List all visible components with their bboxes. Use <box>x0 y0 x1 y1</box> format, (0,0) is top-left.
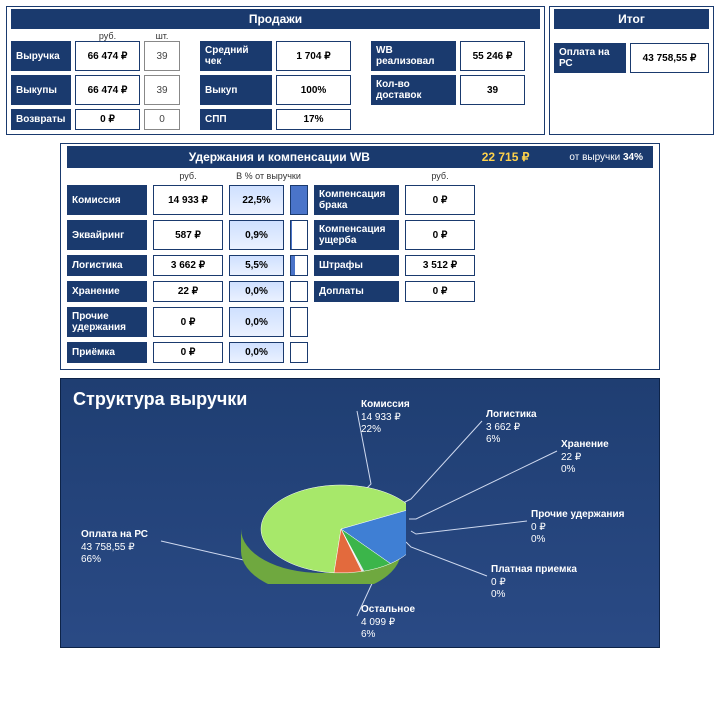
pie-callout: Платная приемка0 ₽0% <box>491 564 577 602</box>
ded-rub: 14 933 ₽ <box>153 185 223 215</box>
sales-right-val: 39 <box>460 75 525 105</box>
totals-title: Итог <box>554 9 709 29</box>
pie-callout: Оплата на РС43 758,55 ₽66% <box>81 529 148 567</box>
ded-bar <box>290 255 308 276</box>
ded-pct: 0,0% <box>229 281 284 302</box>
ded-title: Удержания и компенсации WB <box>77 150 482 164</box>
pie-callout: Хранение22 ₽0% <box>561 439 609 477</box>
totals-label: Оплата на РС <box>554 43 626 73</box>
sales-mid-label: СПП <box>200 109 272 130</box>
sales-row-label: Возвраты <box>11 109 71 130</box>
ded-label: Приёмка <box>67 342 147 363</box>
ded-pct: 0,9% <box>229 220 284 250</box>
ded-bar <box>290 220 308 250</box>
ded-total: 22 715 ₽ <box>482 150 530 164</box>
sales-row-label: Выручка <box>11 41 71 71</box>
sales-rub: 0 ₽ <box>75 109 140 130</box>
pie-callout: Логистика3 662 ₽6% <box>486 409 537 447</box>
ded-rub: 22 ₽ <box>153 281 223 302</box>
sales-row-label: Выкупы <box>11 75 71 105</box>
ded-label: Хранение <box>67 281 147 302</box>
deductions-section: Удержания и компенсации WB 22 715 ₽ от в… <box>60 143 660 370</box>
sales-mid-label: Средний чек <box>200 41 272 71</box>
ded-label: Эквайринг <box>67 220 147 250</box>
ded-bar <box>290 281 308 302</box>
col-qty: шт. <box>144 31 180 41</box>
sales-mid-val: 1 704 ₽ <box>276 41 351 71</box>
ded-right-rub: 0 ₽ <box>405 281 475 302</box>
ded-pct: 5,5% <box>229 255 284 276</box>
sales-mid-val: 100% <box>276 75 351 105</box>
sales-qty: 39 <box>144 41 180 71</box>
pie-callout: Прочие удержания0 ₽0% <box>531 509 624 547</box>
ded-right-label: Доплаты <box>314 281 399 302</box>
sales-mid-label: Выкуп <box>200 75 272 105</box>
ded-right-label: Штрафы <box>314 255 399 276</box>
totals-section: Итог Оплата на РС 43 758,55 ₽ <box>549 6 714 135</box>
ded-label: Логистика <box>67 255 147 276</box>
sales-right-label: WB реализовал <box>371 41 456 71</box>
pie-title: Структура выручки <box>73 389 647 410</box>
ded-pct: 22,5% <box>229 185 284 215</box>
sales-section: Продажи руб. шт. Выручка 66 474 ₽ 39 Сре… <box>6 6 545 135</box>
sales-rub: 66 474 ₽ <box>75 41 140 71</box>
sales-title: Продажи <box>11 9 540 29</box>
sales-qty: 39 <box>144 75 180 105</box>
ded-right-label: Компенсация ущерба <box>314 220 399 250</box>
ded-rub: 0 ₽ <box>153 307 223 337</box>
sales-right-val: 55 246 ₽ <box>460 41 525 71</box>
col-rub: руб. <box>75 31 140 41</box>
ded-label: Прочие удержания <box>67 307 147 337</box>
ded-bar <box>290 185 308 215</box>
ded-pct: 0,0% <box>229 307 284 337</box>
ded-right-label: Компенсация брака <box>314 185 399 215</box>
ded-bar <box>290 307 308 337</box>
ded-right-rub: 0 ₽ <box>405 220 475 250</box>
ded-right-rub: 3 512 ₽ <box>405 255 475 276</box>
ded-rub: 0 ₽ <box>153 342 223 363</box>
pie-callout: Остальное4 099 ₽6% <box>361 604 415 642</box>
revenue-structure-chart: Структура выручки Оплата на РС43 758,55 … <box>60 378 660 648</box>
totals-val: 43 758,55 ₽ <box>630 43 709 73</box>
sales-qty: 0 <box>144 109 180 130</box>
pie-callout: Комиссия14 933 ₽22% <box>361 399 410 437</box>
ded-bar <box>290 342 308 363</box>
ded-rub: 3 662 ₽ <box>153 255 223 276</box>
ded-pct: 0,0% <box>229 342 284 363</box>
sales-right-label: Кол-во доставок <box>371 75 456 105</box>
ded-right-rub: 0 ₽ <box>405 185 475 215</box>
sales-mid-val: 17% <box>276 109 351 130</box>
ded-label: Комиссия <box>67 185 147 215</box>
sales-rub: 66 474 ₽ <box>75 75 140 105</box>
ded-rub: 587 ₽ <box>153 220 223 250</box>
